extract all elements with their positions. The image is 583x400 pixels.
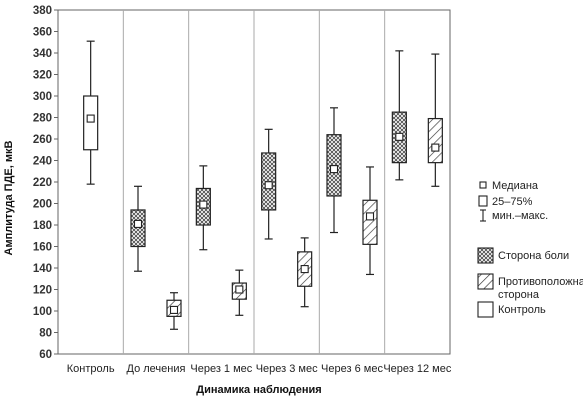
y-axis-title: Амплитуда ПДЕ, мкВ	[3, 140, 15, 255]
x-tick-label: Через 12 мес	[383, 363, 452, 375]
legend-swatch-diagonal	[477, 273, 494, 290]
y-axis-ticks: 60 80 100 120 140 160 180 200 220 240 260 280 300 320…	[33, 5, 58, 361]
legend-series-label: сторона	[498, 289, 540, 301]
y-tick-label: 380	[33, 5, 52, 17]
x-tick-label: Через 1 мес	[190, 363, 252, 375]
box-iqr	[427, 117, 443, 164]
y-tick-label: 80	[39, 328, 52, 340]
legend-stat-label: 25–75%	[492, 196, 533, 208]
plot-area	[57, 9, 451, 355]
box-diagonal	[362, 166, 378, 276]
box-diagonal	[231, 269, 247, 316]
legend-box-symbol	[478, 195, 488, 207]
legend-stat-label: мин.–макс.	[492, 210, 548, 222]
x-tick-label: До лечения	[127, 363, 186, 375]
legend: Медиана 25–75% мин.–макс. Сторона боли Проти…	[477, 180, 583, 318]
median-marker	[395, 132, 404, 141]
x-tick-label: Контроль	[67, 363, 115, 375]
y-tick-label: 180	[33, 220, 52, 232]
legend-series-label: Сторона боли	[498, 250, 569, 262]
box-empty	[83, 40, 99, 185]
median-marker	[199, 200, 208, 209]
median-marker	[235, 285, 244, 294]
median-marker	[300, 265, 309, 274]
median-marker	[264, 181, 273, 190]
box-crosshatch	[326, 107, 342, 234]
median-marker	[329, 165, 339, 174]
box-crosshatch	[391, 50, 407, 181]
y-tick-label: 360	[33, 27, 52, 39]
legend-series-label: Контроль	[498, 304, 546, 316]
y-tick-label: 260	[33, 134, 52, 146]
legend-series-label: Противоположная	[498, 276, 583, 288]
y-tick-label: 300	[33, 91, 52, 103]
y-tick-label: 280	[33, 113, 52, 125]
legend-median-symbol	[479, 181, 487, 189]
y-tick-label: 100	[33, 306, 52, 318]
median-marker	[86, 114, 95, 123]
legend-swatch-crosshatch	[477, 247, 494, 264]
median-marker	[431, 143, 440, 152]
median-marker	[133, 219, 143, 228]
y-tick-label: 200	[33, 199, 52, 211]
box-crosshatch	[195, 165, 211, 251]
y-tick-label: 240	[33, 156, 52, 168]
y-tick-label: 120	[33, 285, 52, 297]
box-crosshatch	[261, 128, 277, 240]
y-tick-label: 320	[33, 70, 52, 82]
y-tick-label: 220	[33, 177, 52, 189]
median-marker	[169, 305, 179, 314]
y-tick-label: 340	[33, 48, 52, 60]
box-diagonal	[166, 292, 182, 330]
legend-stat-label: Медиана	[492, 180, 539, 192]
y-tick-label: 140	[33, 263, 52, 275]
y-tick-label: 160	[33, 242, 52, 254]
y-tick-label: 60	[39, 349, 52, 361]
box-iqr	[362, 199, 378, 245]
x-tick-label: Через 3 мес	[256, 363, 318, 375]
boxes	[83, 40, 443, 330]
box-diagonal	[297, 237, 313, 308]
box-iqr	[83, 95, 99, 151]
box-crosshatch	[130, 185, 146, 272]
x-axis-ticks: Контроль До лечения Через 1 мес Через 3 мес…	[67, 363, 452, 375]
box-diagonal	[427, 53, 443, 187]
x-tick-label: Через 6 мес	[321, 363, 383, 375]
x-axis-title: Динамика наблюдения	[196, 384, 321, 396]
legend-swatch-empty	[477, 301, 494, 318]
box-iqr	[130, 209, 146, 248]
median-marker	[365, 212, 375, 221]
